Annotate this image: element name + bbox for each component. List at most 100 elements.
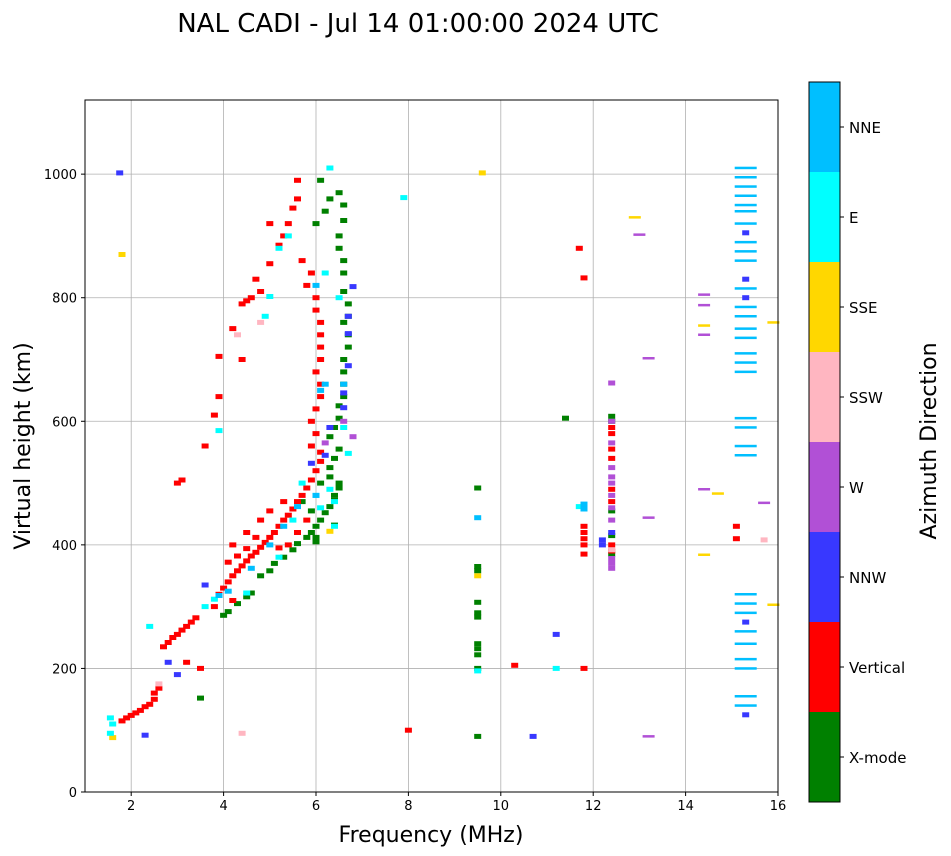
chart-title: NAL CADI - Jul 14 01:00:00 2024 UTC: [177, 9, 659, 39]
data-point-e: [201, 604, 209, 610]
x-tick-label: 8: [404, 799, 412, 814]
data-point-w: [698, 293, 711, 296]
data-point-x-mode: [317, 177, 325, 183]
data-point-nne: [734, 259, 757, 262]
data-point-vertical: [210, 604, 218, 610]
data-point-vertical: [275, 545, 283, 551]
data-point-vertical: [132, 710, 140, 716]
data-point-nne: [734, 287, 757, 290]
data-point-x-mode: [321, 510, 329, 516]
data-point-vertical: [197, 665, 204, 671]
data-point-nnw: [321, 452, 329, 458]
data-point-x-mode: [335, 403, 343, 409]
data-point-vertical: [173, 480, 181, 486]
colorbar-label: Azimuth Direction: [917, 342, 942, 539]
data-point-vertical: [187, 619, 195, 625]
data-point-vertical: [608, 499, 616, 505]
data-point-x-mode: [266, 568, 274, 574]
data-point-vertical: [229, 326, 237, 332]
data-point-w: [608, 380, 616, 386]
data-point-x-mode: [312, 523, 320, 529]
data-point-x-mode: [234, 601, 241, 607]
data-point-vertical: [266, 261, 274, 267]
data-point-x-mode: [340, 270, 348, 276]
data-point-e: [335, 295, 343, 301]
data-point-e: [326, 165, 334, 171]
data-point-nnw: [608, 530, 616, 535]
data-point-x-mode: [331, 425, 338, 430]
data-point-x-mode: [344, 301, 352, 307]
points-layer: [106, 165, 780, 741]
data-point-x-mode: [335, 480, 343, 486]
data-point-nne: [734, 611, 757, 615]
data-point-nne: [734, 695, 757, 698]
data-point-sse: [628, 216, 641, 219]
data-point-nne: [294, 504, 301, 510]
data-point-vertical: [608, 425, 616, 430]
data-point-nne: [734, 630, 757, 633]
data-point-sse: [326, 528, 334, 534]
data-point-nne: [734, 210, 757, 213]
data-point-x-mode: [340, 258, 348, 264]
data-point-sse: [478, 170, 486, 176]
data-point-e: [326, 486, 334, 492]
data-point-nne: [734, 593, 757, 596]
data-point-x-mode: [474, 599, 482, 605]
data-point-nne: [474, 515, 482, 521]
data-point-nne: [734, 657, 757, 661]
data-point-sse: [118, 252, 126, 257]
colorbar-swatch-ssw: [809, 352, 840, 442]
data-point-vertical: [289, 506, 297, 512]
plot-area: 2 4 6 8 10 12 14 16 0 200 400 600 800 1000: [44, 99, 786, 814]
data-point-vertical: [317, 394, 325, 400]
colorbar-swatch-w: [809, 442, 840, 532]
data-point-nnw: [344, 331, 352, 337]
data-point-nnw: [307, 460, 315, 466]
data-point-e: [317, 505, 325, 511]
data-point-vertical: [317, 458, 325, 464]
data-point-nne: [312, 492, 320, 498]
data-point-w: [608, 556, 616, 561]
data-point-w: [698, 303, 711, 307]
data-point-x-mode: [280, 554, 288, 560]
data-point-e: [344, 450, 352, 456]
data-point-w: [698, 333, 711, 336]
data-point-nnw: [552, 631, 560, 637]
data-point-vertical: [732, 523, 740, 529]
data-point-vertical: [312, 468, 320, 474]
y-tick-label: 600: [52, 415, 77, 430]
data-point-x-mode: [243, 594, 251, 600]
data-point-x-mode: [326, 504, 334, 510]
plot-frame: [84, 99, 779, 793]
data-point-w: [642, 357, 655, 360]
data-point-w: [633, 233, 646, 236]
data-point-vertical: [150, 690, 158, 696]
data-point-vertical: [266, 221, 274, 227]
data-point-vertical: [238, 357, 246, 362]
data-point-vertical: [183, 659, 191, 665]
data-point-vertical: [608, 455, 616, 461]
data-point-vertical: [317, 449, 325, 455]
data-point-x-mode: [331, 492, 338, 498]
data-point-w: [758, 501, 771, 505]
data-point-nne: [580, 506, 588, 512]
data-point-vertical: [229, 573, 237, 579]
data-point-nne: [734, 704, 757, 707]
data-point-vertical: [257, 517, 265, 523]
colorbar-tick-label: E: [849, 209, 858, 227]
data-point-nnw: [326, 425, 334, 430]
data-point-nnw: [116, 170, 124, 176]
data-point-x-mode: [224, 609, 232, 615]
data-point-w: [698, 488, 711, 491]
data-point-nne: [734, 444, 757, 448]
data-point-x-mode: [474, 652, 482, 658]
data-point-sse: [109, 735, 117, 741]
data-point-vertical: [284, 221, 292, 227]
data-point-e: [400, 195, 408, 201]
data-point-vertical: [303, 517, 311, 523]
data-point-vertical: [580, 275, 588, 281]
data-point-vertical: [160, 644, 167, 650]
data-point-vertical: [732, 536, 740, 542]
grid-layer: [85, 100, 779, 793]
data-point-x-mode: [340, 319, 348, 325]
